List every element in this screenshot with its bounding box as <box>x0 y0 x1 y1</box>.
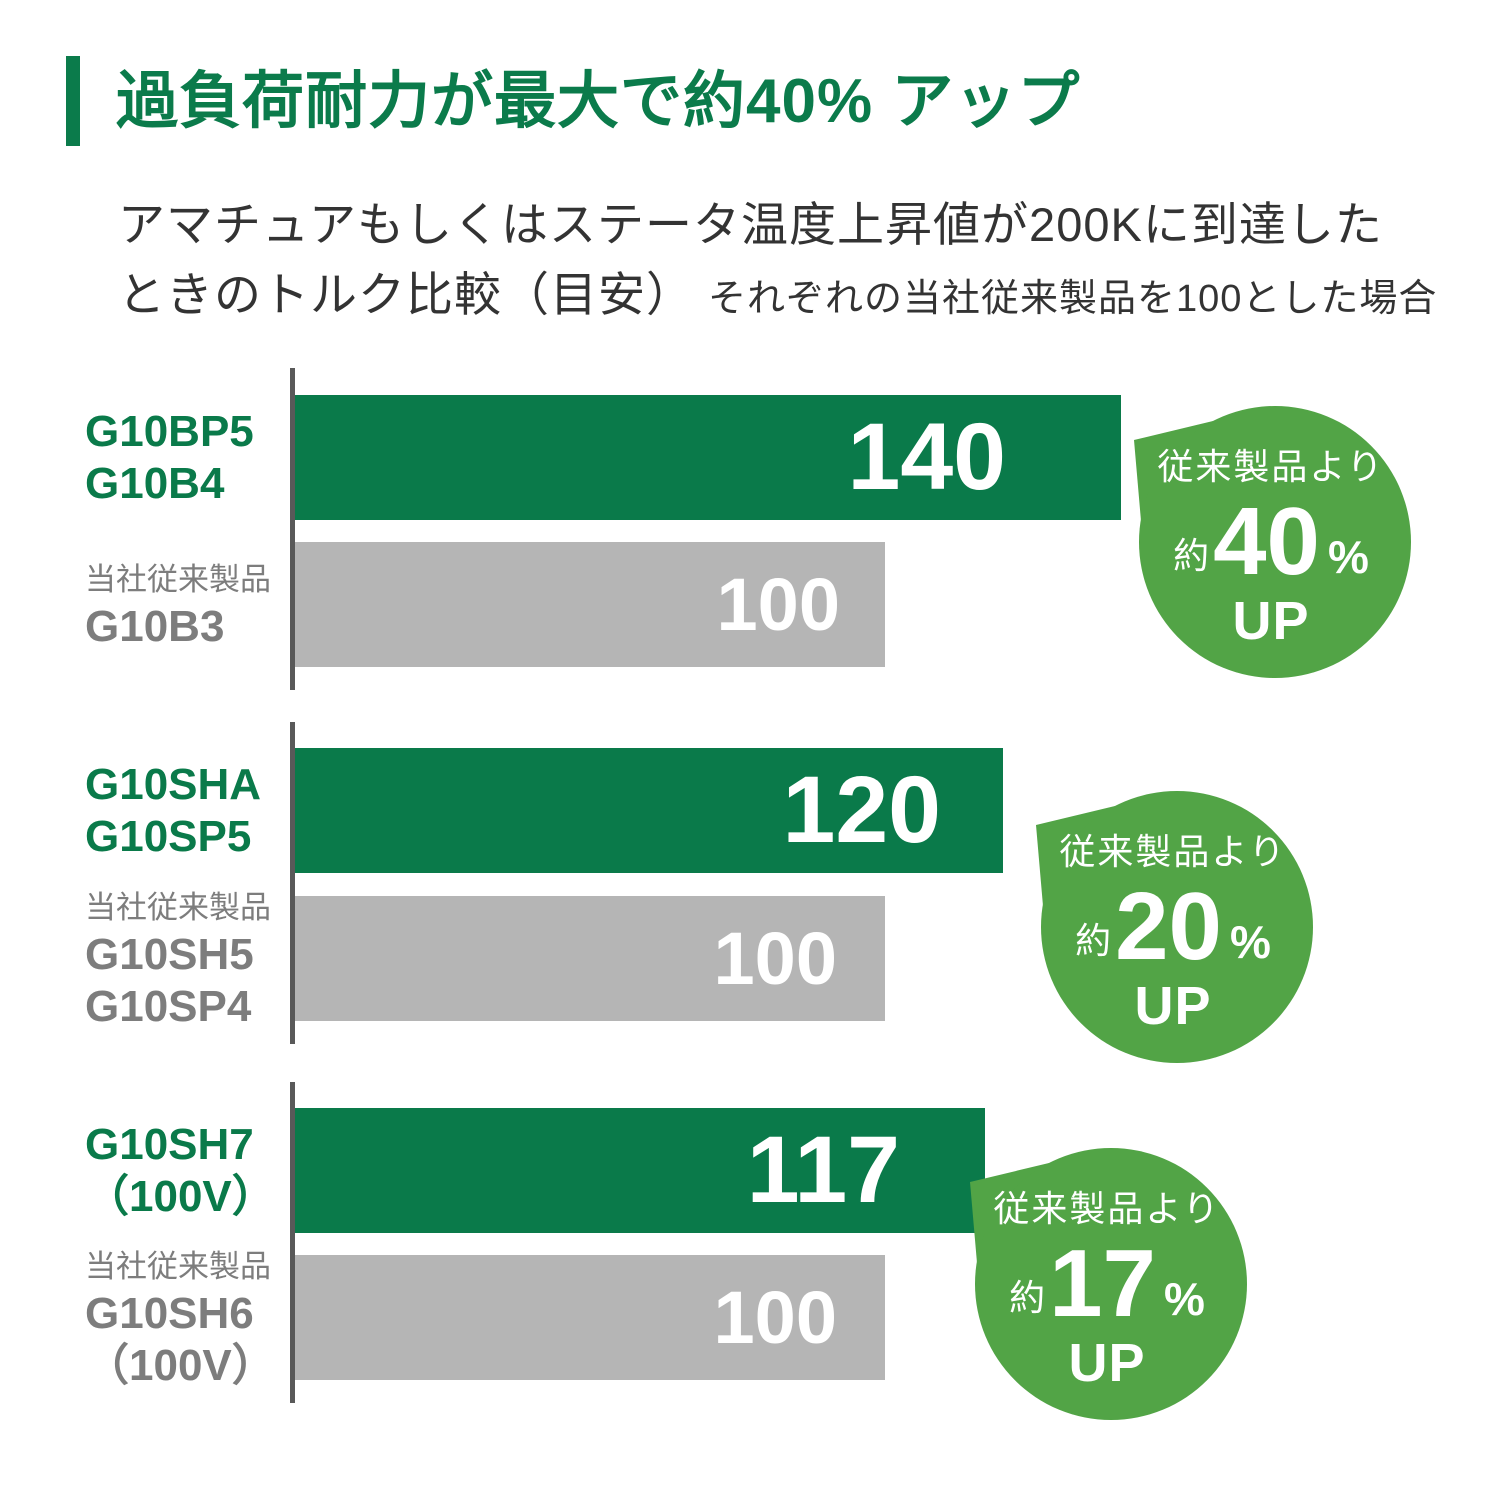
percent-sign: % <box>1229 916 1271 968</box>
page-title: 過負荷耐力が最大で約40% アップ <box>116 67 1081 136</box>
bar-new-group2: 120 <box>295 748 1003 873</box>
label-new-models-group1: G10BP5 G10B4 <box>85 406 285 510</box>
bar-old-group2: 100 <box>295 896 885 1021</box>
badge-caption: 従来製品より <box>1059 831 1287 872</box>
bar-value: 120 <box>782 757 941 863</box>
bar-value: 140 <box>847 404 1006 510</box>
model-label: G10SP4 <box>85 982 252 1031</box>
model-label: G10SHA <box>85 760 262 809</box>
percent-sign: % <box>1163 1273 1205 1325</box>
percent-sign: % <box>1327 531 1369 583</box>
model-label: G10SP5 <box>85 812 252 861</box>
subtitle-line2: ときのトルク比較（目安） それぞれの当社従来製品を100とした場合 <box>118 256 1437 325</box>
badge-number: 40 <box>1213 488 1320 595</box>
bar-value: 100 <box>713 916 837 1000</box>
improvement-badge-group2: 従来製品より 約 20 % UP <box>1033 787 1313 1067</box>
speech-bubble-icon <box>1036 791 1313 1063</box>
model-label: （100V） <box>85 1341 276 1390</box>
improvement-badge-group3: 従来製品より 約 17 % UP <box>967 1144 1247 1424</box>
badge-up-label: UP <box>1232 591 1310 651</box>
old-product-caption: 当社従来製品 <box>85 562 271 597</box>
bar-new-group3: 117 <box>295 1108 985 1233</box>
model-label: G10SH7 <box>85 1120 254 1169</box>
model-label: G10BP5 <box>85 407 254 456</box>
badge-content: 従来製品より 約 17 % UP <box>967 1144 1247 1424</box>
axis-line-group1 <box>290 368 295 690</box>
axis-line-group3 <box>290 1082 295 1403</box>
model-label: G10B3 <box>85 602 225 651</box>
label-new-models-group3: G10SH7 （100V） <box>85 1119 285 1223</box>
subtitle-line2-main: ときのトルク比較（目安） <box>118 268 694 321</box>
bar-value: 100 <box>716 562 840 646</box>
model-label: G10SH5 <box>85 930 254 979</box>
model-label: （100V） <box>85 1172 276 1221</box>
axis-line-group2 <box>290 722 295 1044</box>
badge-approx: 約 <box>1075 920 1112 961</box>
badge-up-label: UP <box>1068 1333 1146 1393</box>
label-old-models-group2: 当社従来製品 G10SH5 G10SP4 <box>85 887 285 1033</box>
model-label: G10SH6 <box>85 1289 254 1338</box>
subtitle-line1: アマチュアもしくはステータ温度上昇値が200Kに到達した <box>118 198 1383 251</box>
badge-number: 20 <box>1115 873 1222 980</box>
bar-value: 100 <box>713 1275 837 1359</box>
badge-content: 従来製品より 約 40 % UP <box>1131 402 1411 682</box>
label-old-models-group1: 当社従来製品 G10B3 <box>85 559 285 653</box>
model-label: G10B4 <box>85 459 225 508</box>
badge-number: 17 <box>1049 1230 1156 1337</box>
improvement-badge-group1: 従来製品より 約 40 % UP <box>1131 402 1411 682</box>
old-product-caption: 当社従来製品 <box>85 1249 271 1284</box>
bar-value: 117 <box>746 1117 900 1223</box>
badge-caption: 従来製品より <box>1157 446 1385 487</box>
label-new-models-group2: G10SHA G10SP5 <box>85 759 285 863</box>
label-old-models-group3: 当社従来製品 G10SH6 （100V） <box>85 1246 285 1392</box>
subtitle-line2-note: それぞれの当社従来製品を100とした場合 <box>708 278 1438 320</box>
speech-bubble-icon <box>1134 406 1411 678</box>
bar-old-group3: 100 <box>295 1255 885 1380</box>
bar-new-group1: 140 <box>295 395 1121 520</box>
title-accent-bar <box>66 56 80 146</box>
badge-up-label: UP <box>1134 976 1212 1036</box>
badge-percent-row: 約 40 % <box>1173 494 1369 590</box>
badge-approx: 約 <box>1009 1277 1046 1318</box>
old-product-caption: 当社従来製品 <box>85 890 271 925</box>
badge-approx: 約 <box>1173 535 1210 576</box>
bar-old-group1: 100 <box>295 542 885 667</box>
badge-content: 従来製品より 約 20 % UP <box>1033 787 1313 1067</box>
speech-bubble-icon <box>970 1148 1247 1420</box>
badge-percent-row: 約 20 % <box>1075 879 1271 975</box>
badge-percent-row: 約 17 % <box>1009 1236 1205 1332</box>
badge-caption: 従来製品より <box>993 1188 1221 1229</box>
